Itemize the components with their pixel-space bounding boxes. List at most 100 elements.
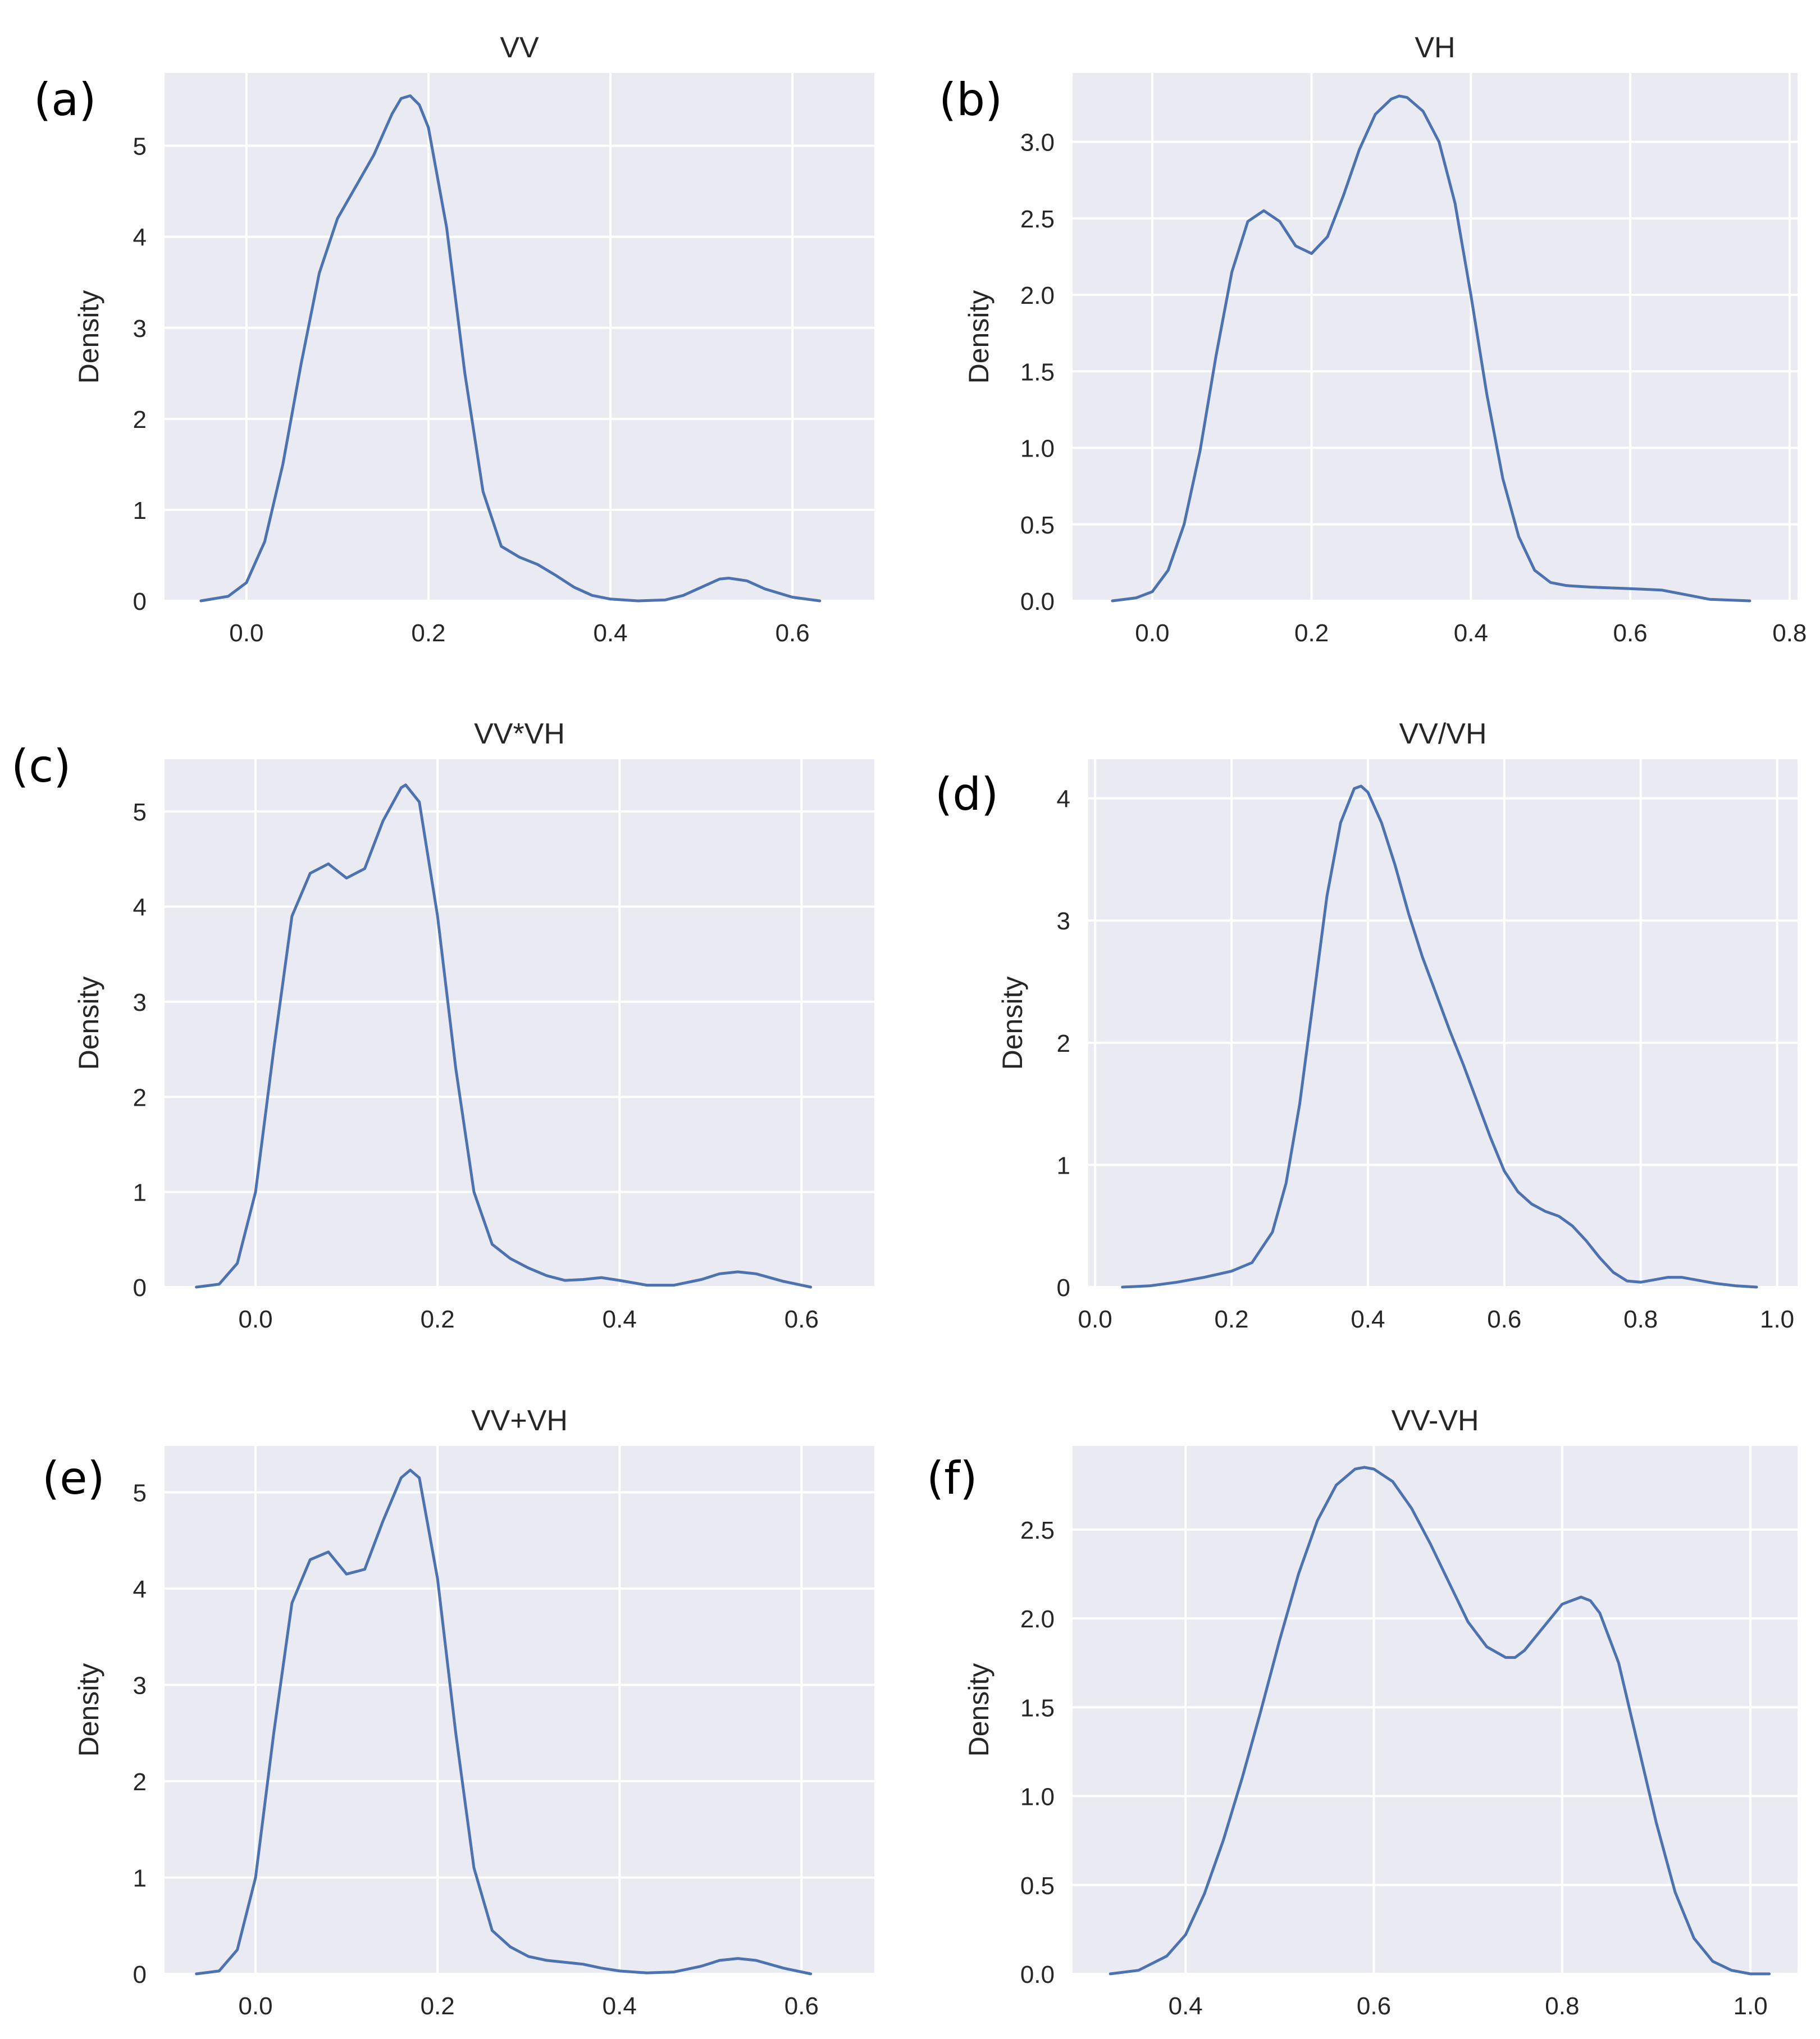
kde-curve-vv-vh <box>1109 1466 1771 1976</box>
y-tick-label: 5 <box>133 1479 147 1507</box>
kde-curve-vv-vh <box>195 1468 813 1976</box>
x-tick-label: 0.8 <box>1545 1992 1579 2020</box>
panel-label: (a) <box>34 74 96 126</box>
y-tick-label: 2.5 <box>1020 206 1055 233</box>
y-tick-label: 1.5 <box>1020 358 1055 386</box>
y-tick-label: 4 <box>133 1576 147 1603</box>
x-tick-label: 0.2 <box>421 1306 455 1333</box>
y-axis-label: Density <box>73 977 104 1070</box>
x-tick-label: 0.0 <box>238 1306 272 1333</box>
plot-area <box>1088 759 1798 1287</box>
panel-label: (e) <box>42 1452 105 1504</box>
panel-label: (d) <box>935 768 998 820</box>
x-tick-label: 0.4 <box>603 1306 637 1333</box>
y-tick-label: 1.5 <box>1020 1694 1055 1722</box>
x-tick-label: 0.2 <box>1294 619 1329 647</box>
y-tick-label: 1 <box>133 1179 147 1207</box>
chart-panel-3: 0.0 0.2 0.4 0.6 0 1 2 3 4 5 VV*VH Density (c) <box>11 718 874 1333</box>
y-axis-label: Density <box>963 1663 995 1757</box>
chart-title: VV <box>500 31 539 64</box>
y-tick-label: 0.0 <box>1020 588 1055 615</box>
y-axis-label: Density <box>963 290 995 384</box>
y-tick-label: 0 <box>1057 1274 1070 1302</box>
x-tick-label: 0.6 <box>784 1306 819 1333</box>
y-tick-label: 3 <box>133 1672 147 1699</box>
chart-title: VV/VH <box>1399 718 1486 750</box>
x-tick-label: 0.6 <box>1613 619 1647 647</box>
y-tick-label: 3 <box>1057 907 1070 935</box>
x-tick-label: 0.4 <box>1454 619 1488 647</box>
panel-label: (c) <box>11 740 71 792</box>
y-axis-label: Density <box>997 977 1028 1070</box>
chart-panel-2: 0.0 0.2 0.4 0.6 0.8 0.0 0.5 1.0 1.5 2.0 2.5 3.0 VH De… <box>939 31 1807 647</box>
y-tick-label: 0 <box>133 1961 147 1988</box>
y-tick-label: 3 <box>133 989 147 1016</box>
y-tick-label: 1.0 <box>1020 435 1055 463</box>
y-tick-label: 1 <box>133 497 147 524</box>
y-tick-label: 0.5 <box>1020 512 1055 539</box>
y-tick-label: 2 <box>133 1084 147 1111</box>
chart-panel-4: 0.0 0.2 0.4 0.6 0.8 1.0 0 1 2 3 4 VV/VH Density (d) <box>935 718 1798 1333</box>
x-tick-label: 0.2 <box>421 1992 455 2020</box>
y-tick-label: 3 <box>133 315 147 343</box>
chart-title: VH <box>1415 31 1455 64</box>
x-tick-label: 0.6 <box>1357 1992 1391 2020</box>
plot-area <box>1073 73 1798 601</box>
chart-title: VV+VH <box>471 1404 568 1437</box>
y-tick-label: 2.0 <box>1020 1605 1055 1633</box>
y-tick-label: 2 <box>133 1768 147 1796</box>
plot-area <box>1073 1446 1798 1974</box>
y-tick-label: 1 <box>1057 1152 1070 1179</box>
x-tick-label: 0.8 <box>1772 619 1807 647</box>
y-tick-label: 2 <box>1057 1030 1070 1057</box>
y-tick-label: 3.0 <box>1020 129 1055 157</box>
chart-title: VV*VH <box>474 718 565 750</box>
chart-panel-5: 0.0 0.2 0.4 0.6 0 1 2 3 4 5 VV+VH Density (e) <box>42 1404 874 2020</box>
x-tick-label: 0.0 <box>1078 1306 1112 1333</box>
kde-curve-vv <box>199 94 822 603</box>
plot-area <box>165 759 874 1287</box>
y-tick-label: 1 <box>133 1864 147 1892</box>
y-tick-label: 2 <box>133 406 147 434</box>
y-tick-label: 0 <box>133 588 147 615</box>
panel-label: (f) <box>927 1452 978 1504</box>
y-tick-label: 2.0 <box>1020 282 1055 309</box>
x-tick-label: 1.0 <box>1734 1992 1768 2020</box>
y-tick-label: 5 <box>133 799 147 826</box>
y-tick-label: 4 <box>133 224 147 252</box>
x-tick-label: 0.6 <box>1487 1306 1521 1333</box>
x-tick-label: 0.6 <box>784 1992 819 2020</box>
y-tick-label: 1.0 <box>1020 1783 1055 1811</box>
chart-panel-1: 0.0 0.2 0.4 0.6 0 1 2 3 4 5 VV Density (a) <box>34 31 874 647</box>
x-tick-label: 1.0 <box>1760 1306 1794 1333</box>
x-tick-label: 0.4 <box>593 619 627 647</box>
y-tick-label: 0.5 <box>1020 1872 1055 1900</box>
y-tick-label: 5 <box>133 133 147 161</box>
plot-area <box>165 1446 874 1974</box>
chart-panel-6: 0.4 0.6 0.8 1.0 0.0 0.5 1.0 1.5 2.0 2.5 VV-VH Densi… <box>927 1404 1798 2020</box>
plot-area <box>165 73 874 601</box>
y-axis-label: Density <box>73 290 104 384</box>
x-tick-label: 0.2 <box>411 619 445 647</box>
x-tick-label: 0.4 <box>603 1992 637 2020</box>
x-tick-label: 0.0 <box>238 1992 272 2020</box>
x-tick-label: 0.4 <box>1351 1306 1385 1333</box>
y-tick-label: 4 <box>133 894 147 922</box>
y-tick-label: 0 <box>133 1274 147 1302</box>
x-tick-label: 0.0 <box>229 619 263 647</box>
kde-curve-vh <box>1111 94 1751 603</box>
y-tick-label: 0.0 <box>1020 1961 1055 1988</box>
kde-curve-vv-vh <box>195 783 813 1289</box>
kde-curve-vv-vh <box>1121 784 1758 1289</box>
y-tick-label: 2.5 <box>1020 1517 1055 1544</box>
panel-label: (b) <box>939 74 1002 126</box>
x-tick-label: 0.6 <box>776 619 810 647</box>
x-tick-label: 0.2 <box>1214 1306 1248 1333</box>
x-tick-label: 0.0 <box>1135 619 1169 647</box>
y-tick-label: 4 <box>1057 786 1070 813</box>
chart-title: VV-VH <box>1391 1404 1479 1437</box>
x-tick-label: 0.4 <box>1169 1992 1203 2020</box>
y-axis-label: Density <box>73 1663 104 1757</box>
x-tick-label: 0.8 <box>1623 1306 1658 1333</box>
